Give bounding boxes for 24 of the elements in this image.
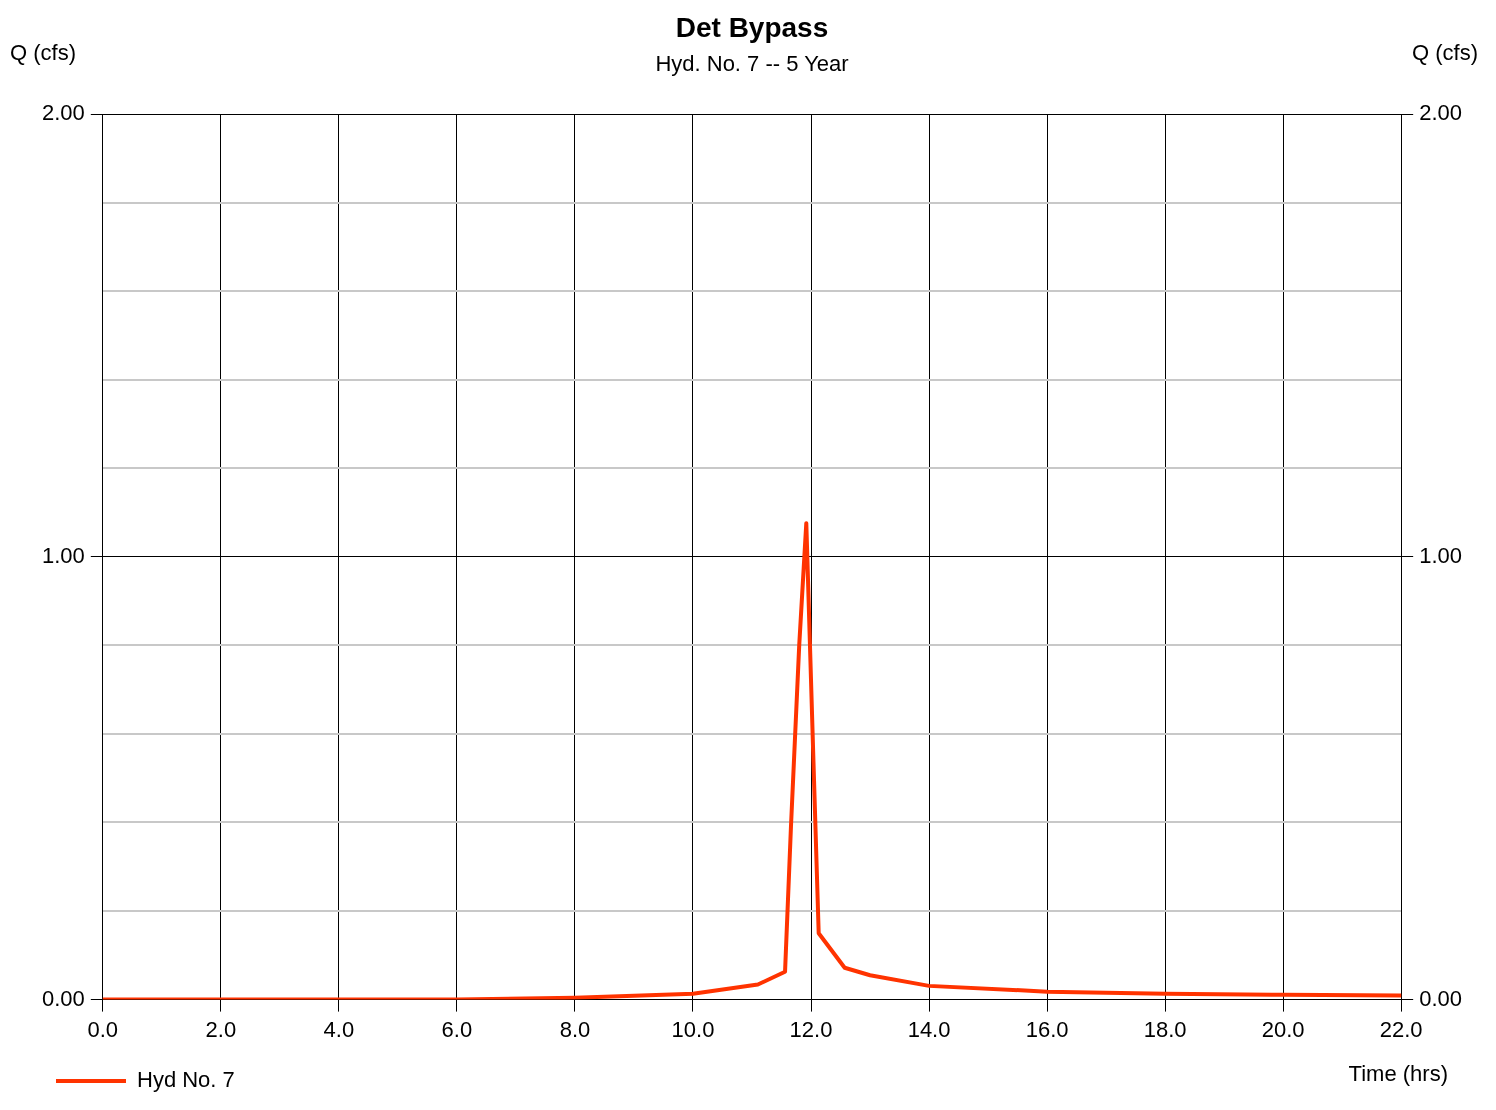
x-tick-label: 8.0 [559, 1016, 591, 1042]
y2-axis-title: Q (cfs) [1412, 40, 1478, 66]
x-tick-label: 16.0 [1025, 1016, 1069, 1042]
y2-tick-label: 2.00 [1419, 100, 1463, 126]
x-tick-label: 18.0 [1143, 1016, 1187, 1042]
x-tick-label: 12.0 [789, 1016, 833, 1042]
x-tick-label: 6.0 [441, 1016, 473, 1042]
x-tick-label: 0.0 [87, 1016, 119, 1042]
x-axis-title: Time (hrs) [1348, 1060, 1448, 1086]
x-tick-label: 14.0 [907, 1016, 951, 1042]
y-tick-label: 0.00 [41, 985, 85, 1011]
x-tick-label: 2.0 [205, 1016, 237, 1042]
x-tick-label: 10.0 [671, 1016, 715, 1042]
y-axis-title: Q (cfs) [10, 40, 76, 66]
y2-tick-label: 1.00 [1419, 542, 1463, 568]
y-tick-label: 2.00 [41, 100, 85, 126]
chart-title: Det Bypass [675, 11, 829, 43]
y-tick-label: 1.00 [41, 542, 85, 568]
legend-label: Hyd No. 7 [137, 1067, 235, 1093]
x-tick-label: 20.0 [1261, 1016, 1305, 1042]
x-tick-label: 22.0 [1379, 1016, 1423, 1042]
x-tick-label: 4.0 [323, 1016, 355, 1042]
y2-tick-label: 0.00 [1419, 985, 1463, 1011]
chart-subtitle: Hyd. No. 7 -- 5 Year [655, 50, 849, 76]
